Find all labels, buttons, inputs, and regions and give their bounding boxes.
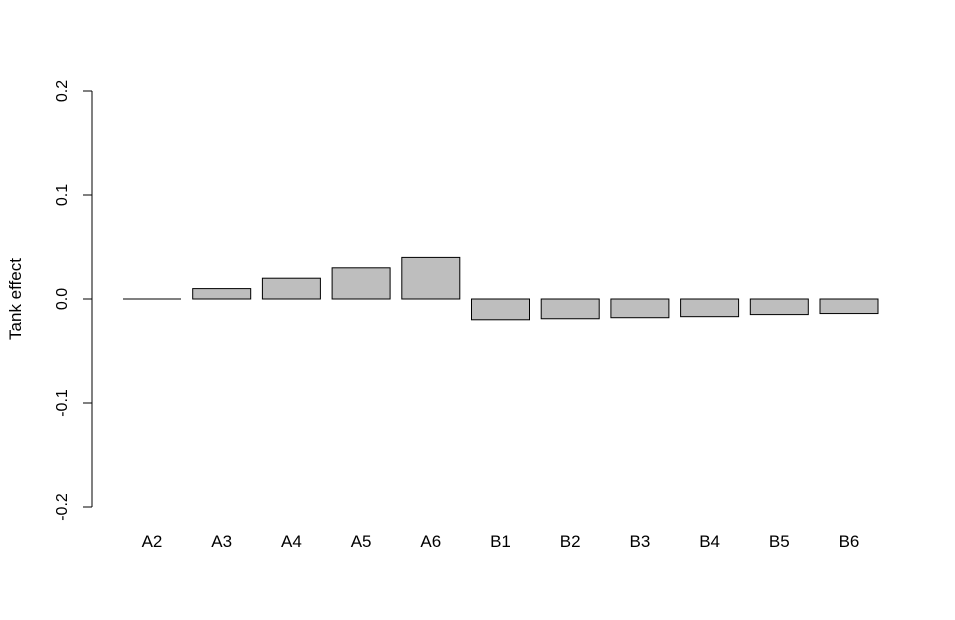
category-label: A4: [281, 532, 302, 551]
y-axis-title: Tank effect: [6, 258, 25, 340]
category-label: B6: [839, 532, 860, 551]
y-tick-label: 0.0: [54, 288, 71, 310]
category-label: A6: [420, 532, 441, 551]
bar: [471, 298, 530, 321]
y-tick-label: 0.1: [54, 184, 71, 206]
category-label: B2: [560, 532, 581, 551]
bar: [192, 288, 252, 300]
y-axis: -0.2 -0.1 0.0 0.1 0.2: [54, 80, 93, 521]
category-label: A5: [351, 532, 372, 551]
bar: [331, 267, 391, 300]
bar: [819, 298, 879, 315]
y-tick-label: -0.2: [54, 493, 71, 521]
category-label: A2: [142, 532, 163, 551]
bar: [680, 298, 740, 318]
bar: [261, 277, 321, 300]
y-tick-label: 0.2: [54, 80, 71, 102]
category-label: B1: [490, 532, 511, 551]
category-label: B5: [769, 532, 790, 551]
category-label: A3: [211, 532, 232, 551]
bar: [401, 256, 461, 300]
category-labels: A2 A3 A4 A5 A6 B1 B2 B3 B4 B5 B6: [142, 532, 860, 551]
y-tick-label: -0.1: [54, 389, 71, 417]
bar: [540, 298, 600, 320]
category-label: B3: [630, 532, 651, 551]
category-label: B4: [699, 532, 720, 551]
bar: [610, 298, 670, 319]
bar: [749, 298, 809, 316]
bars: [123, 256, 879, 321]
